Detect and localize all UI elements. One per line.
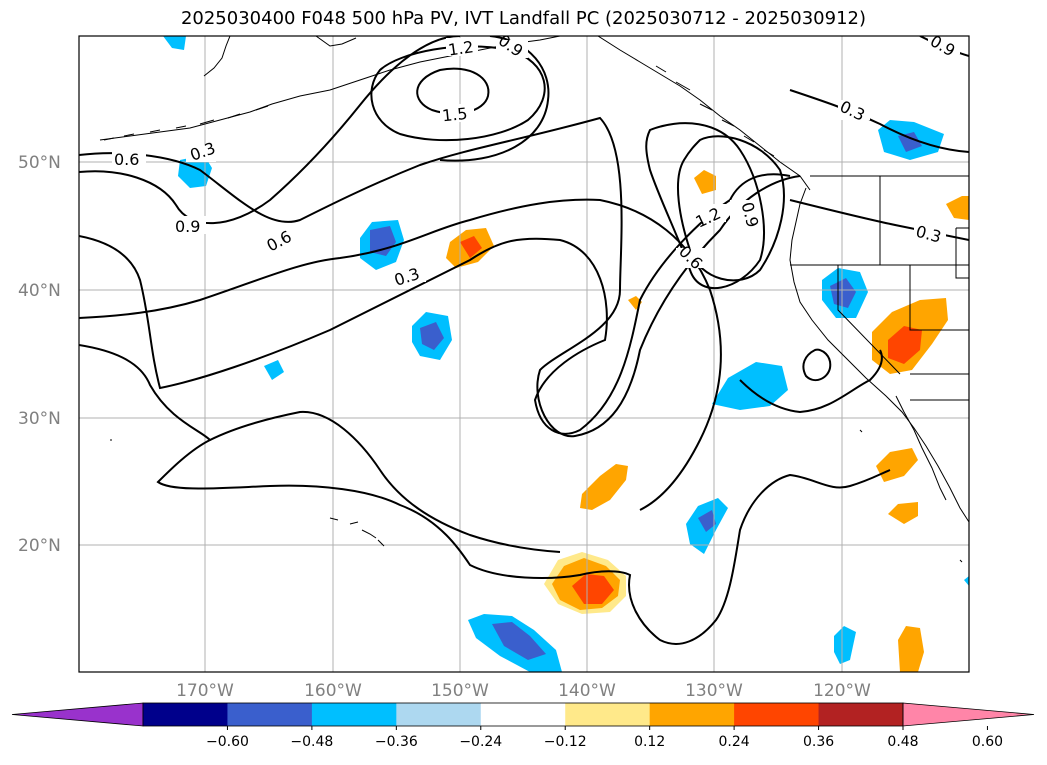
pv-contour-1.2-east (677, 135, 785, 282)
colorbar-tick-label: −0.60 (206, 734, 249, 750)
bc-islands (655, 65, 775, 157)
colorbar-segment (565, 703, 651, 726)
colorbar-tick-label: −0.24 (459, 734, 502, 750)
colorbar-tick-label: 0.60 (972, 734, 1003, 750)
colorbar-segment (311, 703, 397, 726)
lat-label-20n: 20°N (18, 536, 61, 556)
pv-contour-0.3 (79, 173, 791, 435)
pv-contour-0.9-east (645, 122, 765, 289)
positive-anomaly-area (694, 170, 716, 194)
colorbar: −0.60 −0.48 −0.36 −0.24 −0.12 0.12 0.24 0.36 0.4… (11, 702, 1035, 750)
pv-contour-0.3-sw (209, 410, 561, 553)
positive-anomaly-area (898, 626, 924, 672)
anomaly-shading (163, 36, 969, 672)
lon-label-130w: 130°W (685, 681, 743, 701)
pv-contours (79, 36, 969, 645)
contour-label: 0.6 (114, 150, 139, 169)
negative-anomaly-area (698, 510, 716, 532)
lon-label-170w: 170°W (176, 681, 234, 701)
pv-contour-0.3-ne2 (789, 199, 969, 241)
colorbar-extend-max (902, 702, 1035, 727)
hawaii-islands (329, 517, 385, 547)
positive-anomaly-area (876, 448, 918, 482)
pv-contour-east-ridge (739, 348, 883, 414)
colorbar-segment (649, 703, 735, 726)
negative-anomaly-area (712, 362, 788, 410)
colorbar-segment (396, 703, 482, 726)
alaska-peninsula (203, 36, 357, 77)
lat-label-30n: 30°N (18, 409, 61, 429)
positive-anomaly-area (888, 502, 918, 524)
map-frame (78, 35, 970, 673)
state-borders (790, 176, 969, 401)
contour-labels: 0.6 0.3 0.9 0.6 0.3 1.2 1.5 0.9 1.2 0.9 … (112, 36, 960, 290)
latitude-labels: 50°N 40°N 30°N 20°N (18, 153, 61, 556)
positive-anomaly-area (572, 574, 614, 604)
pv-contour-0.6-lower (79, 198, 722, 511)
negative-anomaly-area (834, 626, 856, 664)
colorbar-tick-label: 0.12 (634, 734, 665, 750)
colorbar-tick-label: −0.12 (544, 734, 587, 750)
positive-anomaly-area (946, 196, 969, 220)
colorbar-tick-label: 0.48 (887, 734, 918, 750)
colorbar-tick-label: 0.24 (719, 734, 750, 750)
negative-anomaly-area (420, 322, 444, 350)
small-islands (110, 429, 963, 563)
colorbar-segment (480, 703, 566, 726)
map-title: 2025030400 F048 500 hPa PV, IVT Landfall… (180, 8, 867, 29)
contour-label: 1.2 (447, 37, 475, 59)
aleutian-islands (103, 105, 269, 141)
negative-anomaly-area (370, 226, 396, 256)
negative-anomaly-area (898, 132, 922, 152)
negative-anomaly-area (178, 155, 212, 188)
pv-contour-0.3-lower (79, 344, 891, 645)
us-west-coast (789, 187, 969, 523)
lon-label-140w: 140°W (558, 681, 616, 701)
positive-anomaly-area (888, 326, 922, 364)
colorbar-segment (143, 703, 228, 726)
colorbar-segment (227, 703, 313, 726)
lat-label-40n: 40°N (18, 281, 61, 301)
pv-contour-0.6 (79, 116, 801, 438)
negative-anomaly-area (830, 278, 856, 308)
colorbar-segment (818, 703, 904, 726)
colorbar-tick-label: 0.36 (803, 734, 834, 750)
contour-label: 0.9 (175, 217, 200, 236)
colorbar-tick-label: −0.48 (290, 734, 333, 750)
colorbar-segment (734, 703, 820, 726)
longitude-labels: 170°W 160°W 150°W 140°W 130°W 120°W (176, 681, 871, 701)
colorbar-outline (142, 702, 904, 727)
colorbar-tick-label: −0.36 (375, 734, 418, 750)
negative-anomaly-area (264, 360, 284, 380)
negative-anomaly-area (163, 36, 186, 50)
contour-label: 1.5 (441, 104, 468, 126)
lat-label-50n: 50°N (18, 153, 61, 173)
negative-anomaly-area (964, 576, 969, 586)
negative-anomaly-area (492, 622, 546, 660)
colorbar-extend-min (11, 702, 144, 727)
pv-contour-0.3-ne (789, 89, 969, 153)
positive-anomaly-area (580, 464, 628, 510)
positive-anomaly-area (460, 236, 482, 258)
baja-peninsula (895, 395, 947, 501)
lon-label-120w: 120°W (813, 681, 871, 701)
lon-label-160w: 160°W (304, 681, 362, 701)
lon-label-150w: 150°W (431, 681, 489, 701)
southeast-alaska-coast (597, 36, 811, 191)
